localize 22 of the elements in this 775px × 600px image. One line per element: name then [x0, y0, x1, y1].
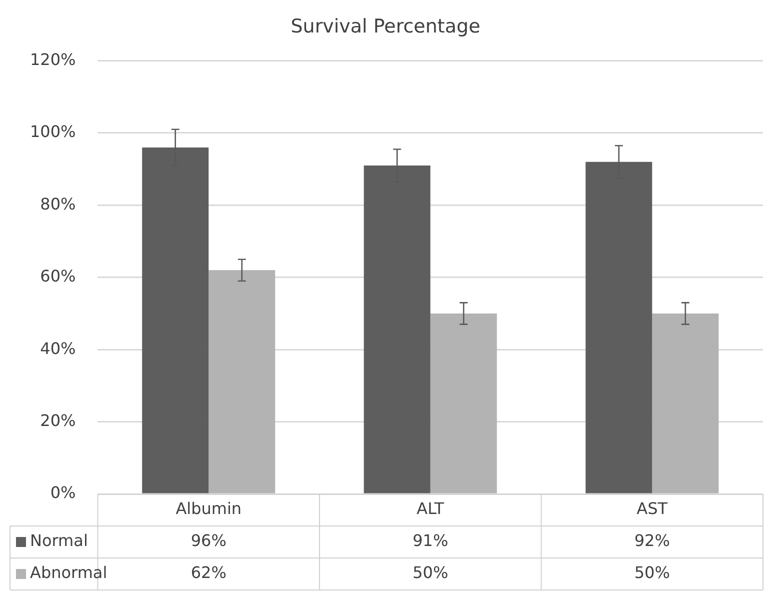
data-label: 91%: [412, 531, 448, 550]
y-tick-label: 60%: [40, 266, 76, 286]
legend-label: Abnormal: [30, 563, 108, 582]
y-tick-label: 0%: [50, 483, 76, 502]
bar: [652, 314, 719, 494]
x-tick-label: Albumin: [176, 499, 242, 518]
x-tick-label: AST: [636, 499, 668, 518]
data-label: 96%: [190, 531, 226, 550]
legend-label: Normal: [30, 531, 88, 550]
y-tick-label: 100%: [30, 122, 76, 142]
y-tick-label: 80%: [40, 194, 76, 214]
y-tick-label: 120%: [30, 50, 76, 69]
y-tick-label: 40%: [40, 338, 76, 358]
data-label: 92%: [634, 531, 670, 550]
bar: [430, 314, 497, 494]
chart-title: Survival Percentage: [290, 15, 480, 38]
y-tick-label: 20%: [40, 410, 76, 430]
data-label: 62%: [190, 563, 226, 582]
x-tick-label: ALT: [416, 499, 444, 518]
data-label: 50%: [634, 563, 670, 582]
data-label: 50%: [412, 563, 448, 582]
bar: [208, 270, 276, 494]
